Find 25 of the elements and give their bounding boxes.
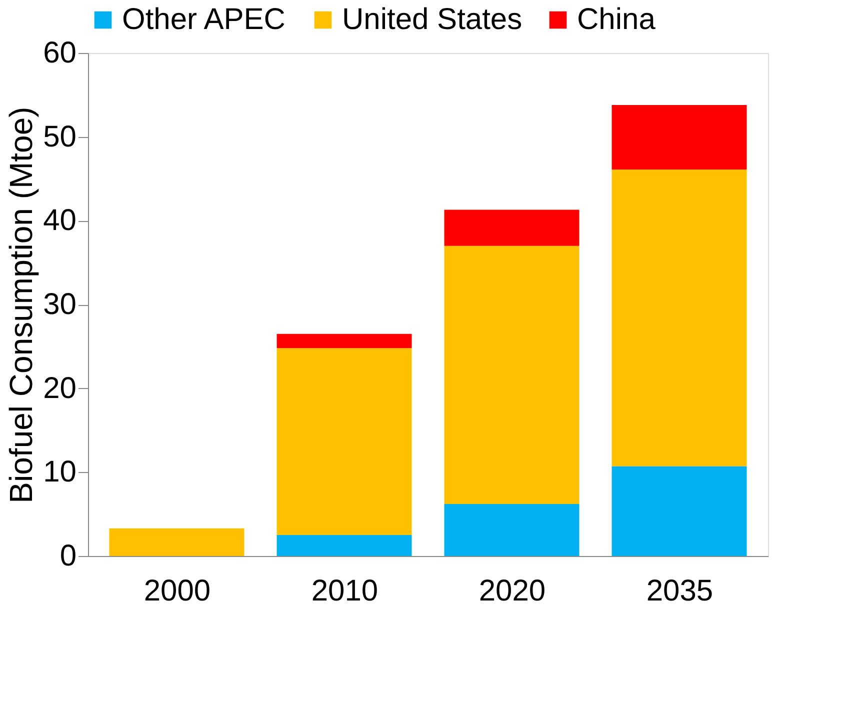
bar (109, 528, 244, 556)
y-tick-label: 30 (43, 288, 76, 321)
y-tick-label: 0 (60, 540, 76, 572)
y-tick-label: 50 (43, 120, 76, 154)
legend-label: China (577, 3, 656, 36)
y-tick-label: 60 (43, 36, 76, 70)
y-axis-title: Biofuel Consumption (Mtoe) (3, 106, 40, 504)
x-tick-label: 2000 (144, 574, 211, 608)
bar (276, 334, 412, 348)
y-tick-label: 40 (43, 204, 76, 238)
x-tick-label: 2020 (478, 574, 546, 608)
legend-label: United States (342, 3, 522, 36)
bar (276, 535, 412, 556)
y-tick-label: 20 (43, 372, 76, 405)
bar (444, 246, 580, 504)
bar (444, 210, 580, 246)
bar (612, 170, 747, 466)
legend-label: Other APEC (122, 3, 286, 36)
bar (612, 466, 747, 556)
x-tick-label: 2035 (646, 574, 714, 608)
bar (612, 104, 747, 170)
x-tick-label: 2010 (311, 574, 378, 608)
bar (444, 504, 580, 556)
y-tick-label: 10 (43, 456, 76, 489)
bar (276, 348, 412, 536)
